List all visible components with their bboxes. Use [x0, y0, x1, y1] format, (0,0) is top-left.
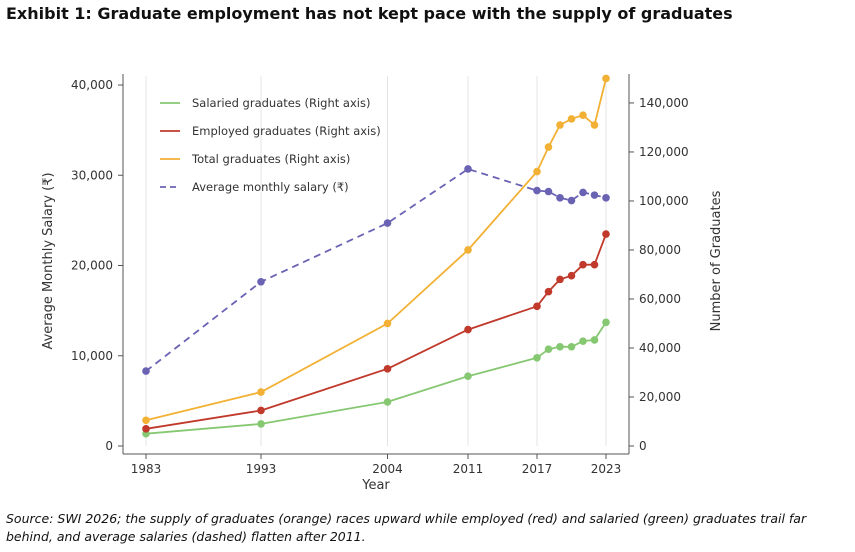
- chart: 1983 1993 2004 2011 2017 2023 0 10,000 20,000 30,…: [41, 74, 724, 493]
- series-1-point-1: [257, 406, 265, 415]
- series-0: [142, 318, 610, 438]
- series-3-point-7: [567, 196, 576, 205]
- series-0-point-9: [590, 336, 599, 344]
- source-note: Source: SWI 2026; the supply of graduate…: [6, 511, 807, 544]
- series-2-point-3: [464, 246, 472, 254]
- x-tick-label-5: 2023: [591, 462, 622, 476]
- series-2-point-7: [567, 115, 576, 123]
- series-1-point-3: [464, 325, 472, 334]
- series-0-point-6: [556, 342, 564, 351]
- series-0-point-10: [602, 318, 610, 327]
- y-left-tick-label-1: 10,000: [71, 349, 113, 363]
- series-0-point-3: [464, 372, 472, 380]
- series-0-point-2: [383, 398, 392, 406]
- series-3-point-5: [544, 187, 553, 196]
- legend: Salaried graduates (Right axis) Employed …: [160, 96, 381, 194]
- x-tick-label-2: 2004: [372, 462, 403, 476]
- series-2-point-1: [257, 388, 265, 396]
- series-0-point-8: [579, 337, 587, 345]
- series-1-point-0: [142, 425, 150, 433]
- series-2-point-6: [556, 121, 564, 129]
- y-left-tick-label-0: 0: [105, 439, 113, 453]
- series-3-point-8: [579, 188, 587, 197]
- series-1-point-7: [567, 271, 576, 280]
- series-1-point-9: [590, 260, 599, 269]
- series-0-point-7: [567, 342, 576, 351]
- series-2-point-10: [602, 74, 610, 83]
- y-right-tick-label-1: 20,000: [639, 390, 681, 404]
- y-right-tick-label-3: 60,000: [639, 292, 681, 306]
- x-tick-label-0: 1983: [131, 462, 162, 476]
- series-3-point-0: [142, 367, 150, 375]
- y-right-tick-label-5: 100,000: [639, 194, 689, 208]
- y-right-tick-label-4: 80,000: [639, 243, 681, 257]
- x-tick-label-4: 2017: [522, 462, 553, 476]
- y-right-tick-label-2: 40,000: [639, 341, 681, 355]
- x-tick-label-1: 1993: [246, 462, 277, 476]
- series-2-point-8: [579, 111, 587, 120]
- legend-label-3: Average monthly salary (₹): [192, 180, 349, 194]
- x-tick-label-3: 2011: [453, 462, 484, 476]
- y-right-tick-label-0: 0: [639, 439, 647, 453]
- series-1-point-8: [579, 260, 587, 269]
- series-2-point-0: [142, 416, 150, 425]
- grid: [145, 76, 607, 446]
- legend-label-1: Employed graduates (Right axis): [192, 124, 381, 138]
- series-2-point-2: [383, 319, 392, 328]
- series-2-point-4: [533, 167, 541, 176]
- axes: [122, 74, 630, 455]
- series-0-point-1: [257, 420, 265, 428]
- ticks: 1983 1993 2004 2011 2017 2023 0 10,000 20,000 30,…: [71, 78, 689, 476]
- y-right-tick-label-7: 140,000: [639, 96, 689, 110]
- series-3-point-9: [590, 191, 599, 199]
- series-1: [142, 230, 610, 433]
- series-1-point-10: [602, 230, 610, 238]
- chart-title: Exhibit 1: Graduate employment has not k…: [6, 4, 733, 23]
- series-3-point-10: [602, 194, 610, 202]
- series-3-point-6: [556, 194, 564, 202]
- y-right-tick-label-6: 120,000: [639, 145, 689, 159]
- series-1-point-6: [556, 275, 564, 284]
- x-axis-label: Year: [361, 478, 390, 493]
- series-1-point-2: [383, 365, 392, 373]
- y-left-tick-label-2: 20,000: [71, 259, 113, 273]
- series-3-point-1: [257, 277, 265, 286]
- y-axis-left-label: Average Monthly Salary (₹): [41, 172, 56, 349]
- series-1-point-5: [544, 287, 553, 296]
- series-0-point-5: [544, 345, 553, 354]
- series-3-point-4: [533, 186, 541, 195]
- series-0-point-4: [533, 353, 541, 362]
- y-left-tick-label-4: 40,000: [71, 78, 113, 92]
- legend-label-2: Total graduates (Right axis): [191, 152, 350, 166]
- series-3-point-2: [383, 219, 392, 227]
- y-axis-right-label: Number of Graduates: [709, 190, 724, 331]
- y-left-tick-label-3: 30,000: [71, 168, 113, 182]
- series-3-point-3: [464, 165, 472, 173]
- legend-label-0: Salaried graduates (Right axis): [192, 96, 370, 110]
- series-1-point-4: [533, 302, 541, 311]
- series-3: [142, 165, 610, 375]
- series-3-line: [145, 168, 607, 372]
- series-2: [142, 74, 610, 425]
- series-2-point-9: [590, 121, 599, 129]
- series-layer: [142, 74, 610, 438]
- series-2-point-5: [544, 143, 553, 151]
